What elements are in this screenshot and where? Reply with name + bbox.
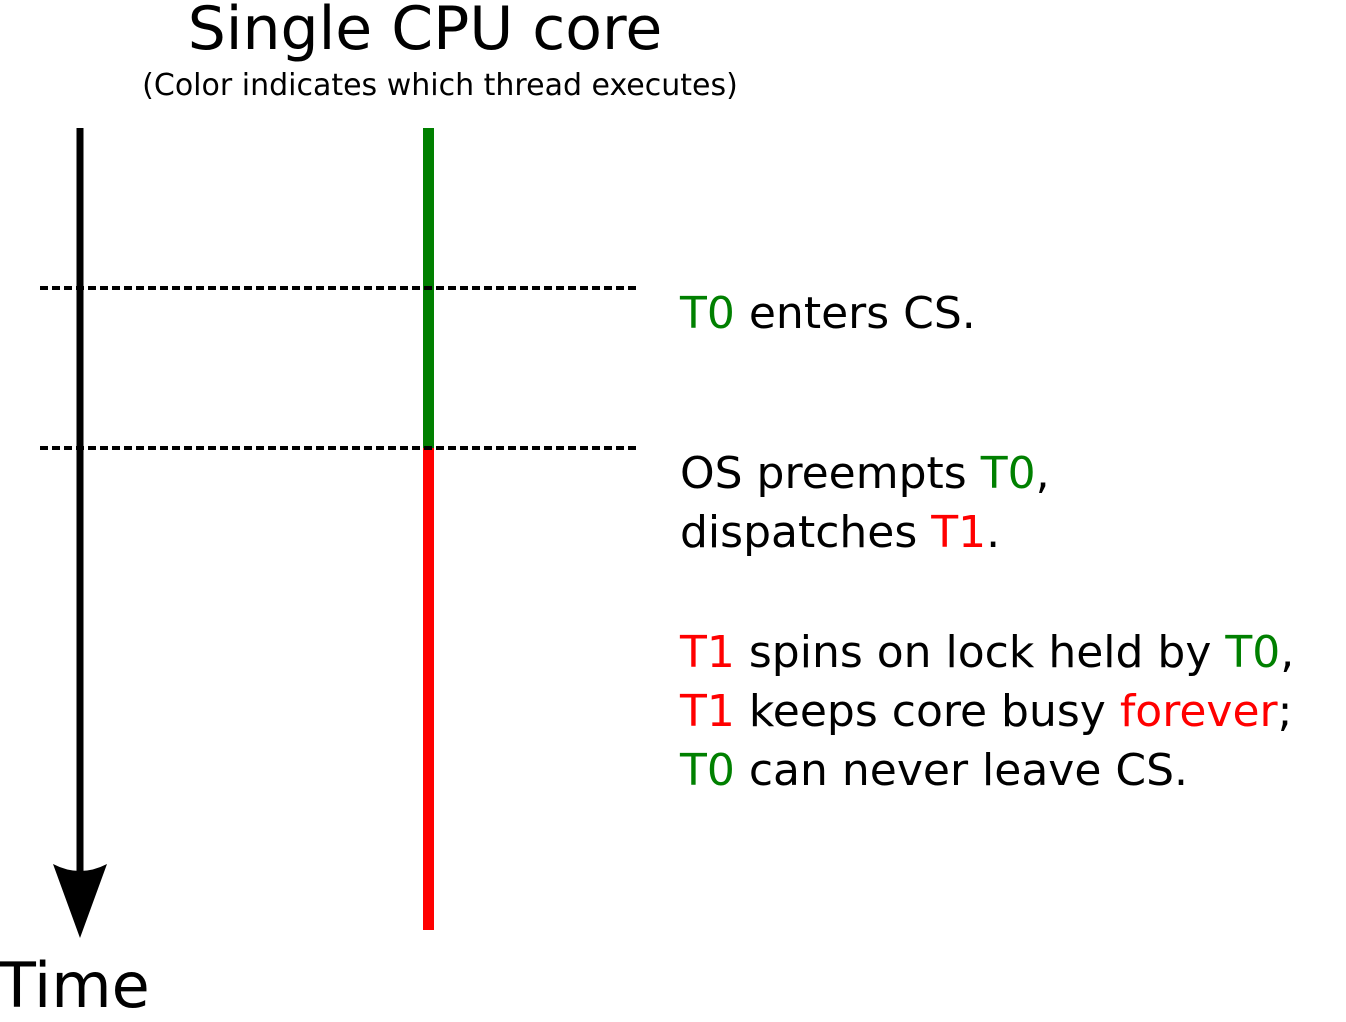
note-text: keeps core busy — [734, 686, 1120, 737]
time-axis-arrowhead-icon — [53, 864, 107, 938]
t1-execution-segment — [423, 448, 434, 930]
note-text: . — [986, 507, 1001, 558]
thread-label-t1: T1 — [680, 686, 735, 737]
thread-label-t1: T1 — [680, 627, 735, 678]
note-text: , — [1280, 627, 1295, 678]
note-enter-cs: T0 enters CS. — [680, 284, 976, 343]
thread-label-t0: T0 — [980, 448, 1036, 499]
diagram-title: Single CPU core — [187, 0, 663, 64]
note-spin: T1 spins on lock held by T0, T1 keeps co… — [680, 623, 1294, 800]
time-axis-label: Time — [0, 949, 150, 1022]
thread-label-t0: T0 — [680, 288, 735, 339]
diagram-subtitle: (Color indicates which thread executes) — [142, 68, 738, 103]
note-text: can never leave CS. — [734, 745, 1189, 796]
thread-label-t1: T1 — [931, 507, 987, 558]
note-line: dispatches T1. — [680, 503, 1050, 562]
note-preempt: OS preempts T0, dispatches T1. — [680, 444, 1050, 562]
note-text: , — [1035, 448, 1050, 499]
note-line: T1 spins on lock held by T0, — [680, 623, 1294, 682]
note-text: dispatches — [680, 507, 932, 558]
note-line: OS preempts T0, — [680, 444, 1050, 503]
note-line: T0 can never leave CS. — [680, 741, 1294, 800]
thread-label-t0: T0 — [1225, 627, 1281, 678]
note-line: T1 keeps core busy forever; — [680, 682, 1294, 741]
thread-label-t0: T0 — [680, 745, 735, 796]
note-text: spins on lock held by — [734, 627, 1226, 678]
forever-emphasis: forever — [1119, 686, 1278, 737]
note-text: enters CS. — [734, 288, 976, 339]
note-text: OS preempts — [680, 448, 981, 499]
note-text: ; — [1277, 686, 1293, 737]
